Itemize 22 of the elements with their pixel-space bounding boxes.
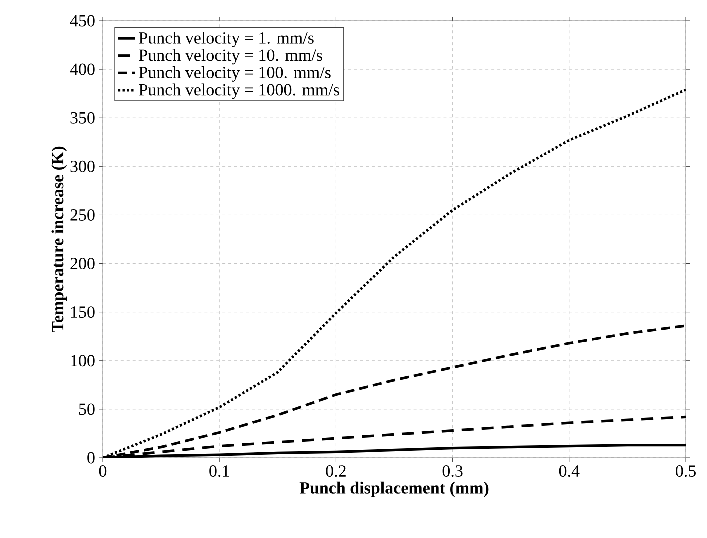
y-tick-label: 200 bbox=[70, 258, 95, 270]
y-tick-label: 150 bbox=[71, 306, 95, 318]
y-tick-label: 50 bbox=[79, 404, 95, 416]
y-tick-label: 400 bbox=[70, 64, 95, 76]
x-tick-label: 0.4 bbox=[559, 466, 580, 478]
y-tick-label: 250 bbox=[70, 209, 95, 221]
x-tick-label: 0 bbox=[99, 466, 107, 477]
y-axis-title: Temperature increase (K) bbox=[52, 146, 68, 333]
legend-label: Punch velocity = 1. mm/s bbox=[139, 32, 314, 48]
x-tick-label: 0.3 bbox=[442, 466, 463, 478]
x-tick-label: 0.5 bbox=[676, 466, 696, 478]
y-tick-label: 350 bbox=[70, 112, 95, 124]
legend-label: Punch velocity = 10. mm/s bbox=[139, 49, 322, 65]
y-tick-label: 100 bbox=[71, 355, 95, 367]
x-tick-label: 0.1 bbox=[210, 466, 230, 478]
y-tick-label: 300 bbox=[70, 160, 95, 172]
x-tick-label: 0.2 bbox=[326, 466, 346, 478]
legend-label: Punch velocity = 100. mm/s bbox=[139, 66, 331, 82]
x-axis-title: Punch displacement (mm) bbox=[300, 482, 489, 498]
y-tick-label: 450 bbox=[70, 15, 95, 27]
y-tick-label: 0 bbox=[88, 452, 95, 464]
legend-label: Punch velocity = 1000. mm/s bbox=[139, 84, 340, 100]
